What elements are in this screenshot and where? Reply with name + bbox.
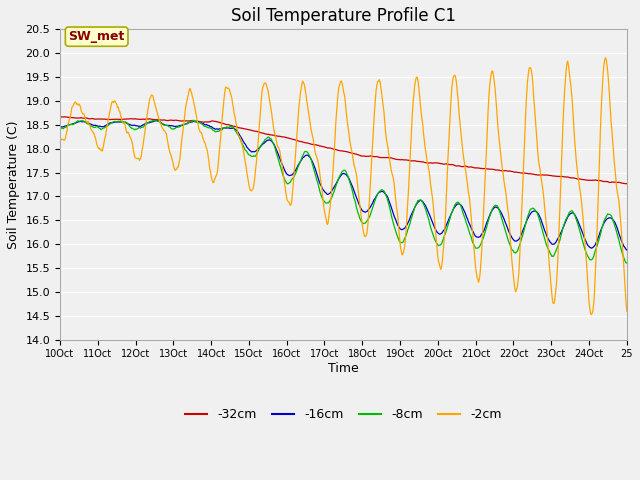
Y-axis label: Soil Temperature (C): Soil Temperature (C): [7, 120, 20, 249]
Legend: -32cm, -16cm, -8cm, -2cm: -32cm, -16cm, -8cm, -2cm: [180, 404, 507, 426]
X-axis label: Time: Time: [328, 362, 359, 375]
Text: SW_met: SW_met: [68, 30, 125, 43]
Title: Soil Temperature Profile C1: Soil Temperature Profile C1: [231, 7, 456, 25]
